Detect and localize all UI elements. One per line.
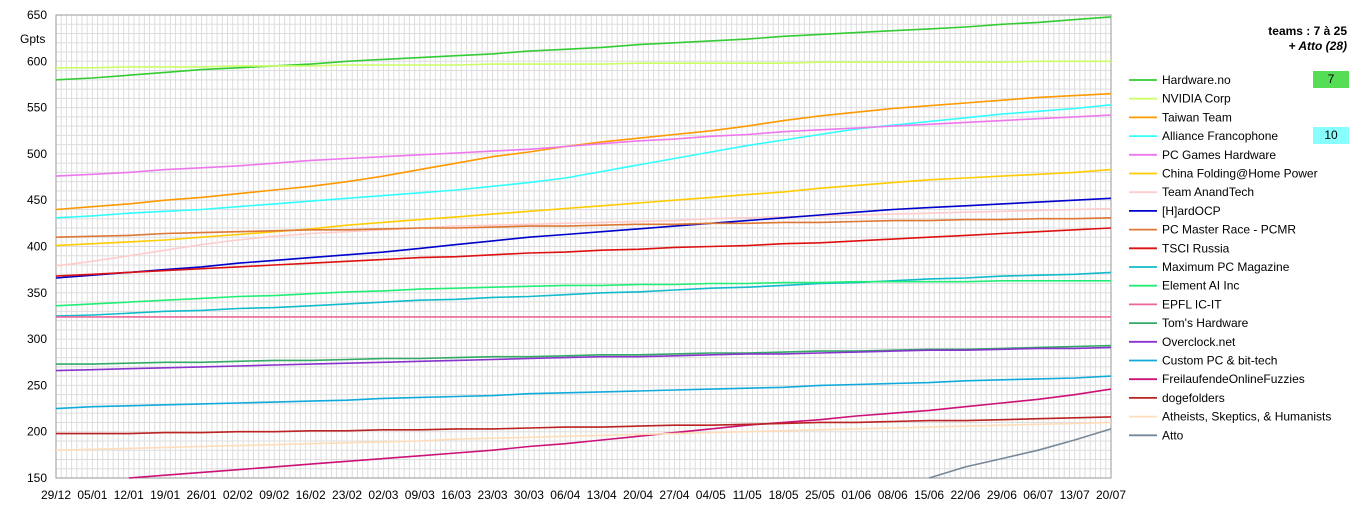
series-line — [55, 16, 1112, 81]
x-tick-label: 19/01 — [150, 488, 180, 502]
x-tick-label: 16/03 — [441, 488, 471, 502]
legend-label: PC Games Hardware — [1162, 148, 1276, 162]
x-tick-label: 09/03 — [405, 488, 435, 502]
legend-label: EPFL IC-IT — [1162, 297, 1222, 311]
x-tick-label: 20/04 — [623, 488, 653, 502]
series-line — [55, 280, 1111, 307]
x-tick-labels: 29/12 05/01 12/01 19/01 26/01 02/02 09/02 16/02… — [41, 488, 1126, 502]
legend-label: Team AnandTech — [1162, 185, 1254, 199]
legend-label: TSCI Russia — [1162, 241, 1230, 255]
legend-label: FreilaufendeOnlineFuzzies — [1162, 372, 1305, 386]
x-tick-label: 16/02 — [296, 488, 326, 502]
side-title-atto: + Atto (28) — [1288, 39, 1347, 53]
x-tick-label: 04/05 — [696, 488, 726, 502]
side-title-teams: teams : 7 à 25 — [1268, 24, 1347, 38]
series-line — [55, 104, 1112, 219]
y-axis-label: Gpts — [20, 32, 45, 46]
x-tick-label: 11/05 — [733, 488, 762, 502]
legend-label: China Folding@Home Power — [1162, 167, 1318, 181]
x-tick-label: 25/05 — [805, 488, 835, 502]
x-tick-label: 23/03 — [478, 488, 508, 502]
x-tick-label: 20/07 — [1096, 488, 1126, 502]
series-line — [928, 428, 1112, 479]
x-tick-label: 18/05 — [769, 488, 799, 502]
plot-frame — [55, 14, 1112, 479]
series-line — [56, 344, 1112, 365]
series-line — [55, 92, 1112, 211]
y-tick-label: 400 — [27, 240, 47, 254]
x-tick-label: 12/01 — [114, 488, 144, 502]
series-line — [56, 60, 1111, 69]
legend-label: Custom PC & bit-tech — [1162, 354, 1277, 368]
x-tick-label: 13/07 — [1060, 488, 1090, 502]
legend-label: dogefolders — [1162, 391, 1225, 405]
legend-label: Atto — [1162, 428, 1184, 442]
series-line — [55, 168, 1112, 247]
series-line — [55, 207, 1112, 267]
x-tick-label: 27/04 — [659, 488, 689, 502]
x-tick-label: 23/02 — [332, 488, 362, 502]
y-tick-label: 200 — [27, 425, 47, 439]
y-tick-label: 250 — [27, 378, 47, 392]
legend-label: Element AI Inc — [1162, 279, 1239, 293]
y-tick-labels: 150 200 250 300 350 400 450 500 550 600 650 — [27, 8, 47, 485]
x-tick-label: 22/06 — [950, 488, 980, 502]
legend-label: Overclock.net — [1162, 335, 1236, 349]
series-line — [56, 416, 1112, 435]
grid-lines — [55, 14, 1112, 479]
x-tick-label: 01/06 — [841, 488, 871, 502]
legend-rank-box: 10 — [1313, 127, 1349, 145]
series-line — [55, 421, 1112, 451]
x-tick-label: 09/02 — [259, 488, 289, 502]
legend-rank-box: 7 — [1313, 71, 1349, 88]
series-line — [55, 114, 1112, 177]
y-tick-label: 450 — [27, 193, 47, 207]
x-tick-label: 13/04 — [587, 488, 617, 502]
legend-label: Taiwan Team — [1162, 110, 1232, 124]
x-tick-label: 08/06 — [878, 488, 908, 502]
legend-label: Tom's Hardware — [1162, 316, 1249, 330]
x-tick-label: 29/12 — [41, 488, 71, 502]
y-tick-label: 150 — [27, 471, 47, 485]
y-tick-label: 500 — [27, 147, 47, 161]
x-tick-label: 05/01 — [77, 488, 107, 502]
y-tick-label: 300 — [27, 332, 47, 346]
x-tick-label: 29/06 — [987, 488, 1017, 502]
legend-label: [H]ardOCP — [1162, 204, 1221, 218]
series-line — [55, 271, 1112, 317]
legend-label: Alliance Francophone — [1162, 129, 1278, 143]
x-tick-label: 26/01 — [187, 488, 217, 502]
x-tick-label: 30/03 — [514, 488, 544, 502]
legend-label: PC Master Race - PCMR — [1162, 223, 1296, 237]
series-lines — [55, 16, 1112, 479]
y-tick-label: 600 — [27, 54, 47, 68]
y-tick-label: 350 — [27, 286, 47, 300]
legend-label: Maximum PC Magazine — [1162, 260, 1290, 274]
x-tick-label: 02/02 — [223, 488, 253, 502]
x-tick-label: 06/07 — [1023, 488, 1053, 502]
series-line — [55, 217, 1112, 238]
x-tick-label: 06/04 — [550, 488, 580, 502]
x-tick-label: 15/06 — [914, 488, 944, 502]
legend-label: NVIDIA Corp — [1162, 92, 1231, 106]
y-tick-label: 550 — [27, 101, 47, 115]
legend: Hardware.no NVIDIA Corp Taiwan Team Allianc… — [1129, 73, 1331, 442]
series-line — [55, 197, 1112, 279]
series-line — [55, 375, 1112, 410]
series-line — [55, 346, 1112, 372]
legend-label: Hardware.no — [1162, 73, 1231, 87]
series-line — [128, 388, 1112, 479]
x-tick-label: 02/03 — [368, 488, 398, 502]
y-tick-label: 650 — [27, 8, 47, 22]
legend-label: Atheists, Skeptics, & Humanists — [1162, 410, 1331, 424]
series-line — [55, 227, 1112, 277]
